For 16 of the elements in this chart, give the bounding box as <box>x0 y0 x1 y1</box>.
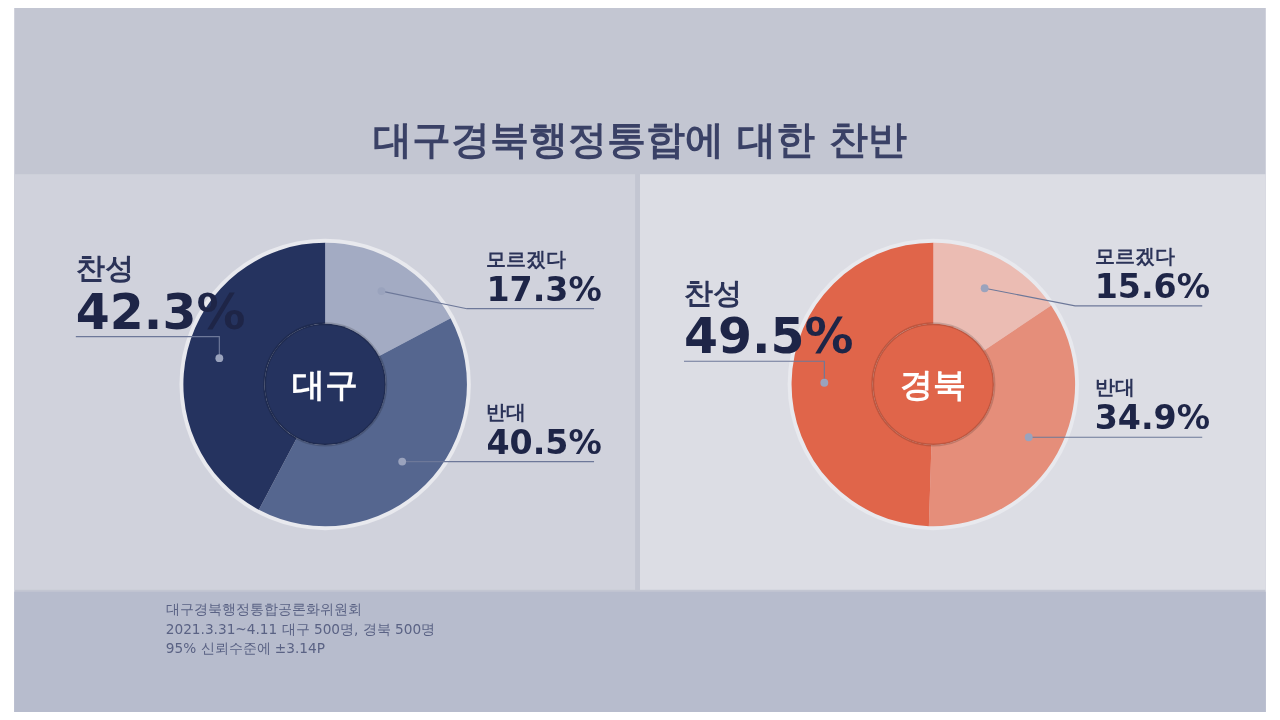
data-label: 40.5% <box>486 422 602 462</box>
chart-title: 대구경북행정통합에 대한 찬반 <box>372 116 908 162</box>
text: 대구 <box>292 365 359 405</box>
slice-label: 모르겠다 <box>1094 244 1175 268</box>
slice-label: 반대 <box>486 400 527 424</box>
data-label: 34.9% <box>1094 398 1210 438</box>
text: 경북 <box>900 365 967 405</box>
slice-label: 찬성 <box>684 275 742 310</box>
slice-label: 찬성 <box>75 251 134 286</box>
text: 2021.3.31~4.11 대구 500명, 경북 500명 <box>165 620 436 637</box>
text: 95% 신뢰수준에 ±3.14P <box>165 640 326 657</box>
data-label: 17.3% <box>486 269 602 309</box>
data-label: 15.6% <box>1094 267 1210 307</box>
slice-label: 반대 <box>1094 376 1135 400</box>
slice-label: 모르겠다 <box>486 247 567 271</box>
text: 대구경북행정통합공론화위원회 <box>165 601 362 618</box>
